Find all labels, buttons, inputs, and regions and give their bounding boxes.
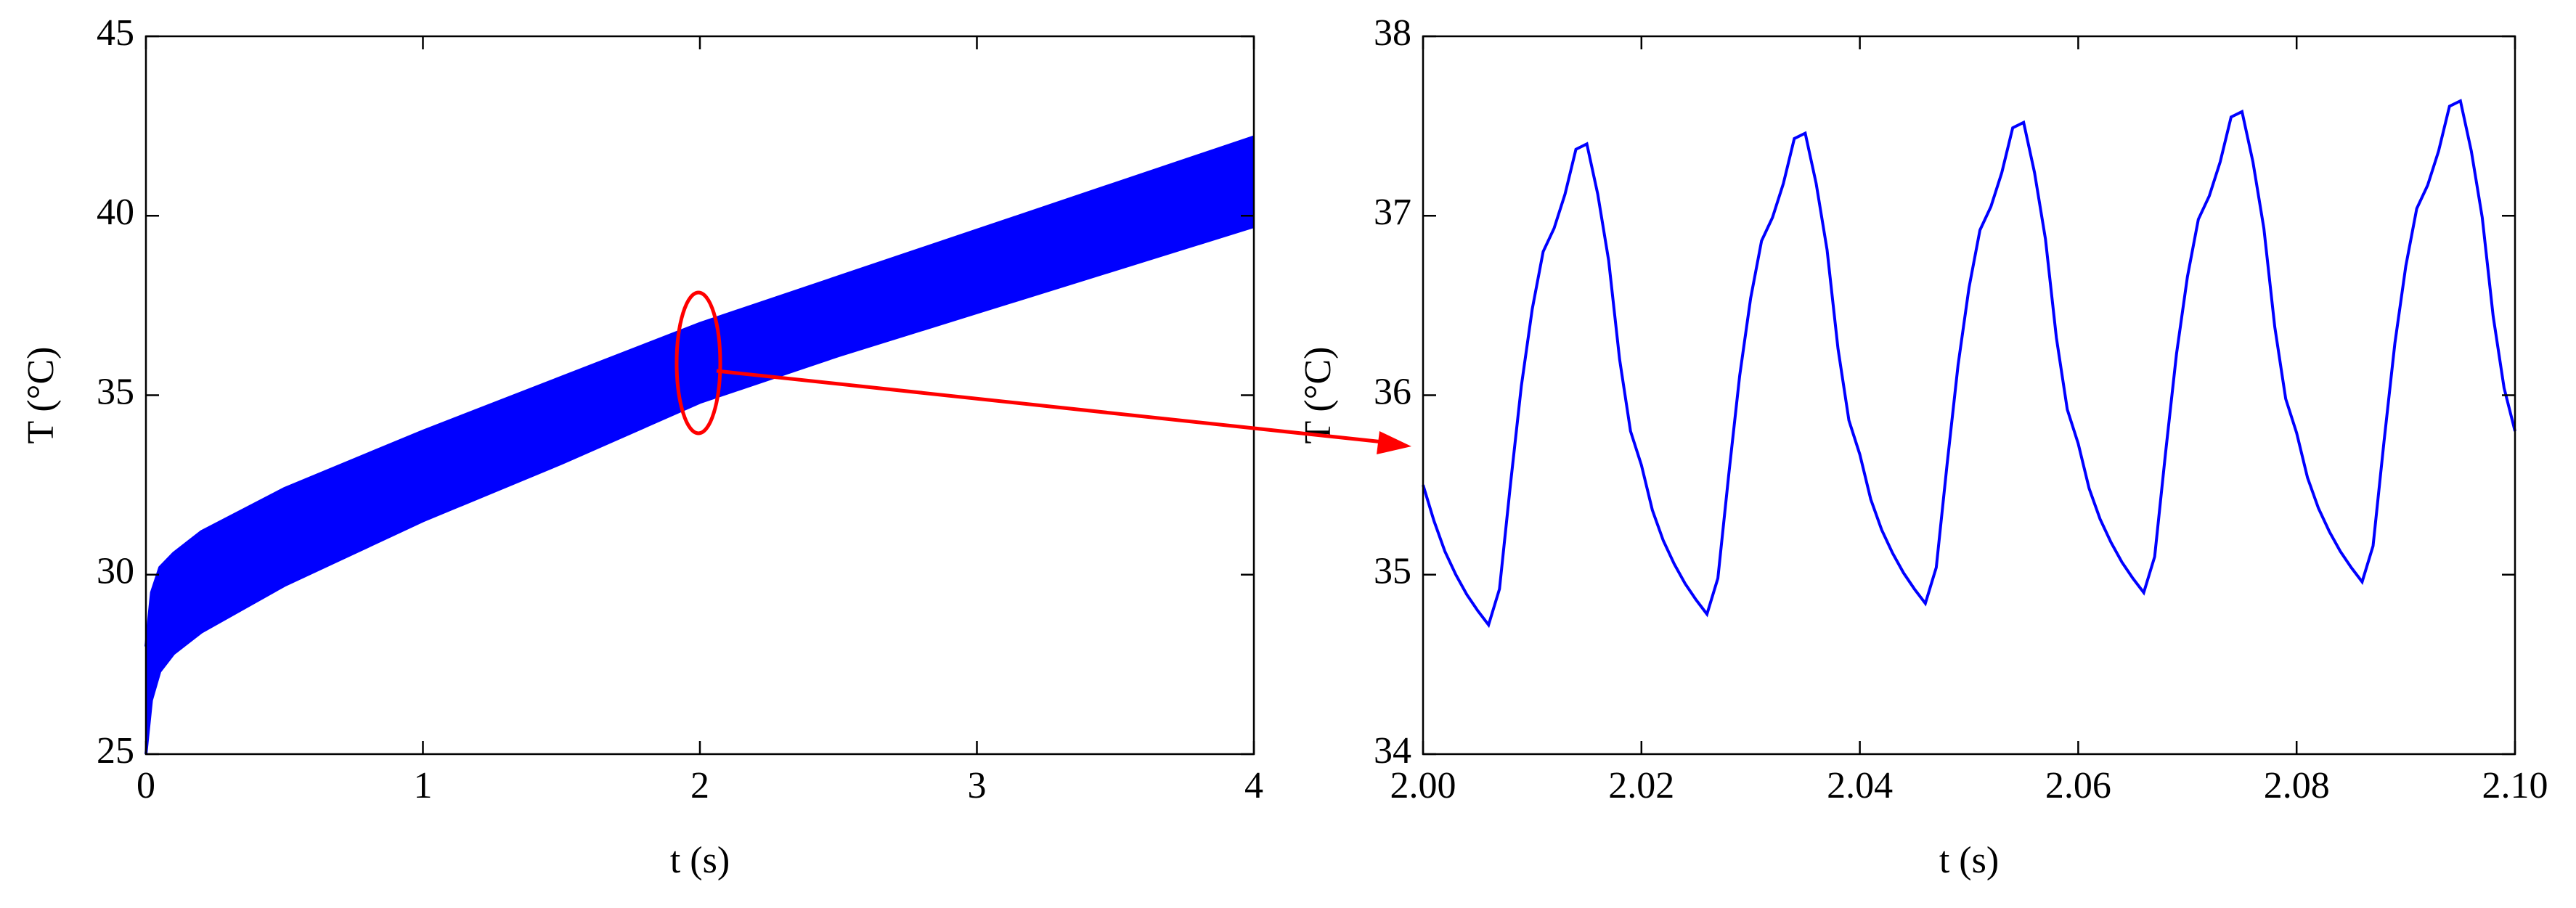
zoom-ellipse — [674, 290, 722, 435]
x-tick-label: 1 — [414, 765, 433, 806]
y-tick-label: 40 — [97, 192, 134, 233]
x-tick-label: 4 — [1244, 765, 1263, 806]
x-tick-label: 2.08 — [2264, 765, 2330, 806]
y-axis-label: T (°C) — [1297, 347, 1339, 444]
x-tick-label: 3 — [968, 765, 987, 806]
y-tick-label: 37 — [1374, 192, 1411, 233]
x-axis-label: t (s) — [670, 840, 730, 881]
x-tick-label: 2.10 — [2482, 765, 2548, 806]
panel: 2.00 2.02 2.04 2.06 2.08 2.10 34 35 36 37 38 t (s) T… — [1297, 12, 2548, 881]
y-tick-label: 35 — [97, 371, 134, 412]
panel: 0 1 2 3 4 25 30 35 40 45 t (s) T (°C) — [20, 12, 1263, 881]
y-axis-label: T (°C) — [20, 347, 62, 444]
band-fill — [146, 136, 1254, 754]
x-tick-label: 2 — [690, 765, 709, 806]
x-tick-label: 2.04 — [1827, 765, 1893, 806]
x-tick-label: 2.00 — [1390, 765, 1456, 806]
y-tick-label: 25 — [97, 730, 134, 772]
arrow-head — [1377, 431, 1411, 454]
data-line — [144, 225, 1255, 755]
x-axis-label: t (s) — [1939, 840, 1999, 881]
x-tick-label: 2.06 — [2045, 765, 2111, 806]
y-tick-label: 34 — [1374, 730, 1411, 772]
data-line — [1422, 99, 2516, 629]
y-tick-label: 35 — [1374, 551, 1411, 592]
data-line — [144, 135, 1255, 647]
y-tick-label: 45 — [97, 12, 134, 54]
y-tick-label: 38 — [1374, 12, 1411, 54]
y-tick-label: 36 — [1374, 371, 1411, 412]
y-tick-label: 30 — [97, 551, 134, 592]
zoom-arrow — [716, 369, 1384, 444]
x-tick-label: 0 — [136, 765, 155, 806]
x-tick-label: 2.02 — [1608, 765, 1674, 806]
